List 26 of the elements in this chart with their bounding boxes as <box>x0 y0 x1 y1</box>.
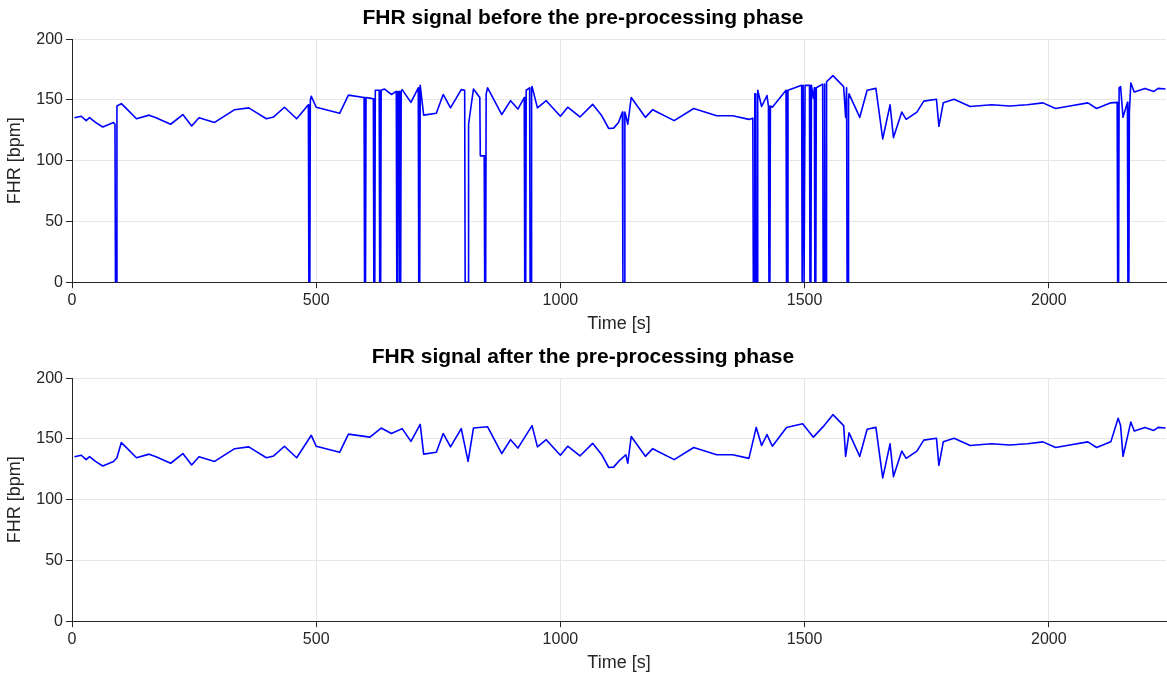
y-tick-label: 0 <box>54 611 64 629</box>
x-tick-label: 0 <box>67 630 77 648</box>
chart-title: FHR signal before the pre-processing phase <box>362 5 804 29</box>
y-tick-label: 200 <box>36 368 64 386</box>
y-tick-label: 50 <box>45 211 64 229</box>
x-tick-label: 0 <box>67 291 77 309</box>
y-tick-label: 0 <box>54 272 64 290</box>
x-tick-label: 2000 <box>1030 291 1067 309</box>
x-axis-title: Time [s] <box>587 313 651 334</box>
chart-title: FHR signal after the pre-processing phase <box>371 344 795 368</box>
y-tick-label: 100 <box>36 151 64 169</box>
y-tick-label: 200 <box>36 29 64 47</box>
x-tick-label: 500 <box>302 630 330 648</box>
x-tick-label: 1500 <box>786 630 823 648</box>
x-axis-title: Time [s] <box>587 652 651 673</box>
y-tick-label: 150 <box>36 90 64 108</box>
y-tick-label: 100 <box>36 490 64 508</box>
y-tick-label: 150 <box>36 429 64 447</box>
x-tick-label: 1000 <box>542 630 579 648</box>
x-tick-label: 500 <box>302 291 330 309</box>
x-tick-label: 1500 <box>786 291 823 309</box>
x-tick-label: 1000 <box>542 291 579 309</box>
y-axis-title: FHR [bpm] <box>3 117 24 205</box>
x-tick-label: 2000 <box>1030 630 1067 648</box>
y-axis-title: FHR [bpm] <box>3 456 24 544</box>
y-tick-label: 50 <box>45 550 64 568</box>
